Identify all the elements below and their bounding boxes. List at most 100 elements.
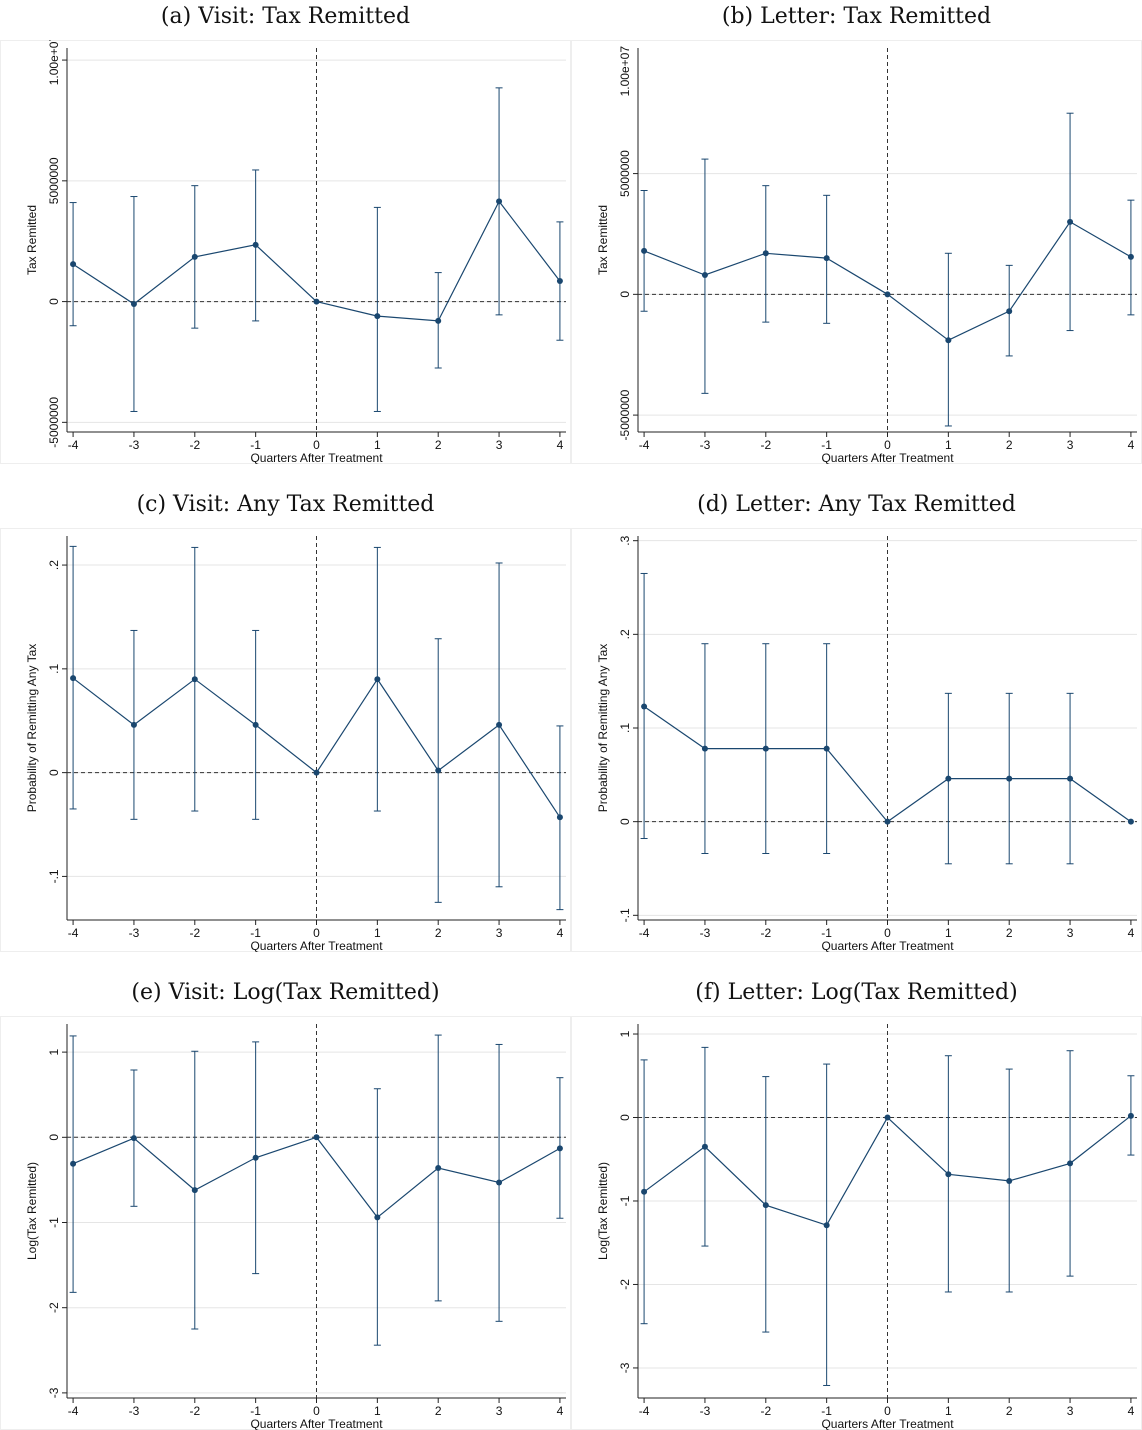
x-axis-label: Quarters After Treatment	[821, 939, 954, 952]
y-axis-label: Probability of Remitting Any Tax	[596, 644, 610, 813]
x-tick-label: 0	[313, 926, 320, 940]
y-tick-label: 1	[47, 1048, 61, 1055]
data-point	[556, 278, 563, 285]
x-tick-label: -4	[639, 438, 650, 452]
y-tick-label: 0	[47, 769, 61, 776]
x-tick-label: 3	[496, 926, 503, 940]
chart-visit-tax-remitted: -5000000 0 5000000 1.00e+07 -4 -3 -2 -1 0 1 2 3 4 Qua…	[0, 40, 571, 464]
data-point	[313, 769, 320, 776]
y-tick-label: -2	[47, 1302, 61, 1313]
data-point	[1067, 775, 1074, 782]
x-tick-label: 4	[1128, 438, 1135, 452]
x-tick-label: -1	[250, 1404, 261, 1418]
x-tick-label: -3	[129, 926, 140, 940]
data-point	[313, 298, 320, 305]
data-point	[1127, 253, 1134, 260]
y-tick-label: .2	[618, 629, 632, 639]
data-point	[1067, 1160, 1074, 1167]
data-point	[374, 676, 381, 683]
data-point	[823, 745, 830, 752]
plot-frame	[0, 528, 571, 952]
data-point	[252, 721, 259, 728]
data-point	[762, 1202, 769, 1209]
data-point	[374, 313, 381, 320]
y-axis-label: Probability of Remitting Any Tax	[25, 644, 39, 813]
x-tick-label: -2	[189, 438, 200, 452]
panel-letter-log-tax: (f) Letter: Log(Tax Remitted) -3 -2 -1 0 1 -4…	[571, 976, 1142, 1430]
chart-visit-log-tax: -3 -2 -1 0 1 -4 -3 -2 -1 0 1 2 3 4 Quarters After Trea…	[0, 1016, 571, 1430]
data-point	[374, 1214, 381, 1221]
plot-frame	[571, 528, 1142, 952]
y-tick-label: 1	[618, 1030, 632, 1037]
x-tick-label: 0	[884, 926, 891, 940]
data-point	[435, 317, 442, 324]
panel-title: (d) Letter: Any Tax Remitted	[697, 492, 1016, 517]
x-tick-label: 3	[496, 1404, 503, 1418]
plot-frame	[571, 40, 1142, 464]
series-line	[72, 1136, 561, 1219]
data-point	[191, 676, 198, 683]
plot-frame	[0, 40, 571, 464]
data-point	[641, 1188, 648, 1195]
x-tick-label: -4	[639, 926, 650, 940]
x-tick-label: 3	[1067, 1404, 1074, 1418]
panel-title: (f) Letter: Log(Tax Remitted)	[695, 980, 1018, 1005]
x-tick-label: 3	[1067, 438, 1074, 452]
x-tick-label: 4	[1128, 1404, 1135, 1418]
panel-visit-log-tax: (e) Visit: Log(Tax Remitted) -3 -2 -1 0 1 -4-…	[0, 976, 571, 1430]
y-tick-label: .3	[618, 535, 632, 545]
x-tick-label: 0	[884, 438, 891, 452]
x-axis-label: Quarters After Treatment	[250, 1417, 383, 1430]
data-point	[762, 250, 769, 257]
x-tick-label: 0	[313, 1404, 320, 1418]
y-tick-label: -3	[618, 1362, 632, 1373]
x-tick-label: -4	[639, 1404, 650, 1418]
data-point	[762, 745, 769, 752]
x-tick-label: -2	[760, 438, 771, 452]
x-tick-label: 4	[557, 438, 564, 452]
data-point	[701, 272, 708, 279]
x-tick-label: 2	[435, 1404, 442, 1418]
x-tick-label: 0	[313, 438, 320, 452]
x-tick-label: -2	[760, 1404, 771, 1418]
data-point	[496, 198, 503, 205]
panel-letter-tax-remitted: (b) Letter: Tax Remitted -5000000 0 500000…	[571, 0, 1142, 470]
x-tick-label: -4	[68, 926, 79, 940]
data-point	[1127, 818, 1134, 825]
x-tick-label: -2	[189, 1404, 200, 1418]
panel-letter-any-tax: (d) Letter: Any Tax Remitted -.1 0.1.2.3-…	[571, 488, 1142, 958]
data-point	[252, 1154, 259, 1161]
data-point	[435, 767, 442, 774]
panel-title: (c) Visit: Any Tax Remitted	[136, 492, 435, 517]
data-point	[496, 1179, 503, 1186]
y-tick-label: -5000000	[47, 397, 61, 448]
x-tick-label: 4	[557, 1404, 564, 1418]
x-tick-label: 1	[374, 438, 381, 452]
data-point	[1006, 308, 1013, 315]
y-axis-label: Log(Tax Remitted)	[596, 1162, 610, 1260]
chart-letter-any-tax: -.1 0 .1 .2 .3 -4 -3 -2 -1 0 1 2 3 4 Quarters After Tr…	[571, 528, 1142, 952]
x-tick-label: 1	[945, 1404, 952, 1418]
y-axis-label: Log(Tax Remitted)	[25, 1162, 39, 1260]
x-tick-label: -4	[68, 438, 79, 452]
data-point	[496, 721, 503, 728]
x-tick-label: 1	[374, 926, 381, 940]
y-tick-label: -2	[618, 1279, 632, 1290]
y-tick-label: .2	[47, 560, 61, 570]
x-tick-label: -4	[68, 1404, 79, 1418]
data-point	[945, 1171, 952, 1178]
y-tick-label: .1	[618, 723, 632, 733]
data-point	[191, 1187, 198, 1194]
data-point	[1067, 218, 1074, 225]
y-tick-label: -5000000	[618, 389, 632, 440]
y-tick-label: 0	[618, 818, 632, 825]
y-tick-label: 1.00e+07	[618, 46, 632, 97]
chart-visit-any-tax: -.1 0 .1 .2 -4 -3 -2 -1 0 1 2 3 4 Quarters After Trea…	[0, 528, 571, 952]
x-axis-label: Quarters After Treatment	[250, 939, 383, 952]
x-tick-label: -3	[129, 438, 140, 452]
x-tick-label: -3	[700, 1404, 711, 1418]
data-point	[884, 291, 891, 298]
x-tick-label: 4	[1128, 926, 1135, 940]
x-tick-label: -1	[250, 438, 261, 452]
